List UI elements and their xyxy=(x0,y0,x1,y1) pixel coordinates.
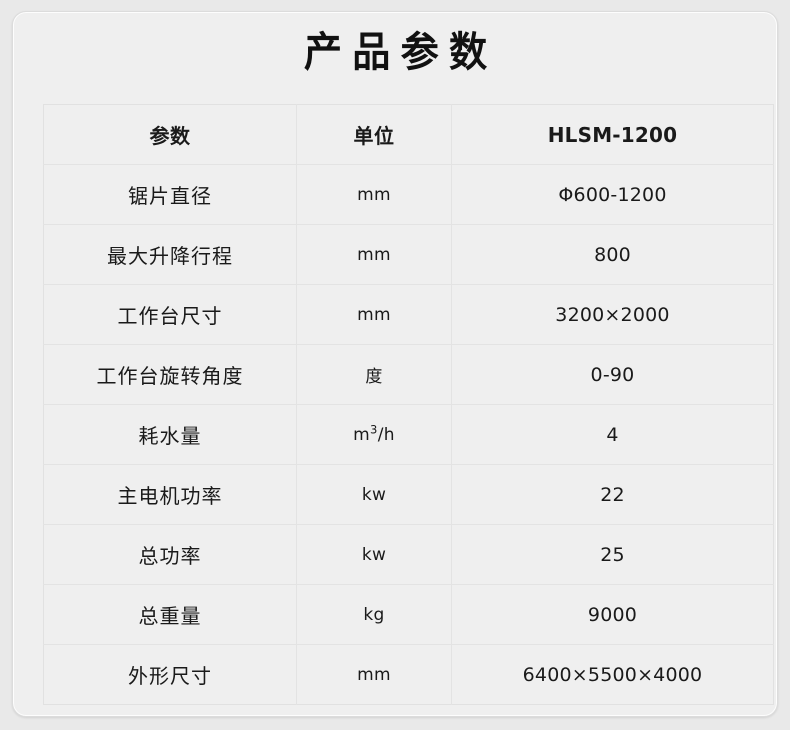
cell-value: 9000 xyxy=(451,584,774,645)
column-header-unit: 单位 xyxy=(296,104,452,165)
cell-parameter: 总重量 xyxy=(43,584,297,645)
table-header-row: 参数 单位 HLSM-1200 xyxy=(43,104,774,165)
cell-value: Φ600-1200 xyxy=(451,164,774,225)
cell-unit: m3/h xyxy=(296,404,452,465)
cell-unit: 度 xyxy=(296,344,452,405)
table-row: 锯片直径 mm Φ600-1200 xyxy=(43,164,774,225)
cell-value: 800 xyxy=(451,224,774,285)
spec-table-container: 参数 单位 HLSM-1200 锯片直径 mm Φ600-1200 最大升降行程 mm 8… xyxy=(43,104,774,705)
unit-suffix: /h xyxy=(377,424,395,445)
cell-parameter: 主电机功率 xyxy=(43,464,297,525)
table-row: 外形尺寸 mm 6400×5500×4000 xyxy=(43,644,774,705)
table-row: 最大升降行程 mm 800 xyxy=(43,224,774,285)
column-header-parameter: 参数 xyxy=(43,104,297,165)
cell-parameter: 锯片直径 xyxy=(43,164,297,225)
cell-unit: kw xyxy=(296,464,452,525)
cell-value: 4 xyxy=(451,404,774,465)
cell-parameter: 最大升降行程 xyxy=(43,224,297,285)
table-row: 总重量 kg 9000 xyxy=(43,584,774,645)
cell-unit: mm xyxy=(296,164,452,225)
table-row: 主电机功率 kw 22 xyxy=(43,464,774,525)
cell-parameter: 工作台尺寸 xyxy=(43,284,297,345)
product-spec-panel: 产品参数 参数 单位 HLSM-1200 锯片直径 mm Φ600-1200 最大升降… xyxy=(12,11,778,717)
cell-value: 3200×2000 xyxy=(451,284,774,345)
table-row: 工作台尺寸 mm 3200×2000 xyxy=(43,284,774,345)
spec-table-body: 锯片直径 mm Φ600-1200 最大升降行程 mm 800 工作台尺寸 mm 3200×20… xyxy=(43,164,774,705)
cell-value: 25 xyxy=(451,524,774,585)
cell-value: 22 xyxy=(451,464,774,525)
cell-parameter: 总功率 xyxy=(43,524,297,585)
cell-unit: mm xyxy=(296,284,452,345)
cell-value: 0-90 xyxy=(451,344,774,405)
table-row: 工作台旋转角度度 0-90 xyxy=(43,344,774,405)
cell-unit: mm xyxy=(296,644,452,705)
cell-parameter: 耗水量 xyxy=(43,404,297,465)
page-title: 产品参数 xyxy=(303,28,497,76)
product-spec-table: 参数 单位 HLSM-1200 锯片直径 mm Φ600-1200 最大升降行程 mm 8… xyxy=(43,104,774,705)
spec-table-header: 参数 单位 HLSM-1200 xyxy=(43,104,774,165)
cell-value: 6400×5500×4000 xyxy=(451,644,774,705)
table-row: 耗水量 m3/h 4 xyxy=(43,404,774,465)
table-row: 总功率 kw 25 xyxy=(43,524,774,585)
unit-exponent: 3 xyxy=(370,421,378,436)
column-header-model: HLSM-1200 xyxy=(451,104,774,165)
unit-base: m xyxy=(353,424,371,445)
cell-parameter: 工作台旋转角度 xyxy=(43,344,297,405)
cell-unit: mm xyxy=(296,224,452,285)
cell-parameter: 外形尺寸 xyxy=(43,644,297,705)
page-title-container: 产品参数 xyxy=(13,28,777,76)
cell-unit: kg xyxy=(296,584,452,645)
cell-unit: kw xyxy=(296,524,452,585)
